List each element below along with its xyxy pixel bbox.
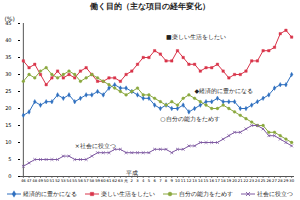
svg-text:19: 19 xyxy=(226,178,231,183)
svg-text:57: 57 xyxy=(84,178,89,183)
svg-text:26: 26 xyxy=(266,178,271,183)
svg-text:16: 16 xyxy=(209,178,214,183)
svg-text:6: 6 xyxy=(153,178,156,183)
svg-text:35: 35 xyxy=(5,54,11,60)
svg-text:63: 63 xyxy=(118,178,123,183)
svg-text:49: 49 xyxy=(38,178,43,183)
svg-text:27: 27 xyxy=(272,178,277,183)
svg-text:◆経済的に豊かになる: ◆経済的に豊かになる xyxy=(195,87,254,95)
svg-text:28: 28 xyxy=(278,178,283,183)
svg-text:51: 51 xyxy=(49,178,54,183)
svg-text:2: 2 xyxy=(131,178,134,183)
svg-text:5: 5 xyxy=(8,156,11,162)
svg-text:21: 21 xyxy=(238,178,243,183)
svg-text:4: 4 xyxy=(142,178,145,183)
svg-text:○自分の能力をためす: ○自分の能力をためす xyxy=(160,115,219,123)
svg-text:23: 23 xyxy=(249,178,254,183)
svg-text:平成: 平成 xyxy=(126,169,138,176)
svg-text:■楽しい生活をしたい: ■楽しい生活をしたい xyxy=(166,33,226,40)
html-text:自分の能力をためす: 自分の能力をためす xyxy=(179,189,233,197)
html-text:働く目的（主な項目の経年変化）: 働く目的（主な項目の経年変化） xyxy=(90,2,210,11)
svg-text:12: 12 xyxy=(186,178,191,183)
svg-text:15: 15 xyxy=(204,178,209,183)
html-text:社会に役立つ: 社会に役立つ xyxy=(257,189,293,197)
svg-text:47: 47 xyxy=(27,178,32,183)
html-text:経済的に豊かになる: 経済的に豊かになる xyxy=(23,189,77,197)
svg-text:24: 24 xyxy=(255,178,260,183)
svg-text:20: 20 xyxy=(5,105,11,111)
svg-text:13: 13 xyxy=(192,178,197,183)
html-text:楽しい生活をしたい: 楽しい生活をしたい xyxy=(101,189,155,197)
svg-text:7: 7 xyxy=(159,178,162,183)
svg-text:60: 60 xyxy=(101,178,106,183)
svg-text:15: 15 xyxy=(5,122,11,128)
svg-text:8: 8 xyxy=(165,178,168,183)
svg-text:11: 11 xyxy=(181,178,186,183)
svg-text:61: 61 xyxy=(107,178,112,183)
svg-text:29: 29 xyxy=(284,178,289,183)
svg-text:55: 55 xyxy=(72,178,77,183)
svg-text:14: 14 xyxy=(198,178,203,183)
svg-text:53: 53 xyxy=(61,178,66,183)
svg-text:3: 3 xyxy=(136,178,139,183)
svg-text:元: 元 xyxy=(124,178,128,183)
svg-text:56: 56 xyxy=(78,178,83,183)
svg-text:50: 50 xyxy=(44,178,49,183)
svg-text:0: 0 xyxy=(8,173,11,179)
svg-text:52: 52 xyxy=(55,178,60,183)
svg-text:54: 54 xyxy=(67,178,72,183)
svg-text:30: 30 xyxy=(5,71,11,77)
svg-text:9: 9 xyxy=(171,178,174,183)
svg-text:45: 45 xyxy=(5,20,12,27)
svg-text:25: 25 xyxy=(261,178,266,183)
svg-text:(%): (%) xyxy=(5,15,15,22)
svg-text:25: 25 xyxy=(5,88,11,94)
svg-text:62: 62 xyxy=(112,178,117,183)
svg-text:10: 10 xyxy=(5,139,11,145)
svg-text:30: 30 xyxy=(289,178,294,183)
svg-text:17: 17 xyxy=(215,178,220,183)
svg-text:48: 48 xyxy=(32,178,37,183)
svg-text:×社会に役立つ: ×社会に役立つ xyxy=(75,142,116,149)
svg-text:58: 58 xyxy=(89,178,94,183)
svg-text:18: 18 xyxy=(221,178,226,183)
svg-text:10: 10 xyxy=(175,178,180,183)
svg-text:59: 59 xyxy=(95,178,100,183)
svg-text:40: 40 xyxy=(5,37,11,43)
svg-text:5: 5 xyxy=(148,178,151,183)
svg-text:46: 46 xyxy=(21,178,26,183)
svg-text:22: 22 xyxy=(244,178,249,183)
svg-text:20: 20 xyxy=(232,178,237,183)
